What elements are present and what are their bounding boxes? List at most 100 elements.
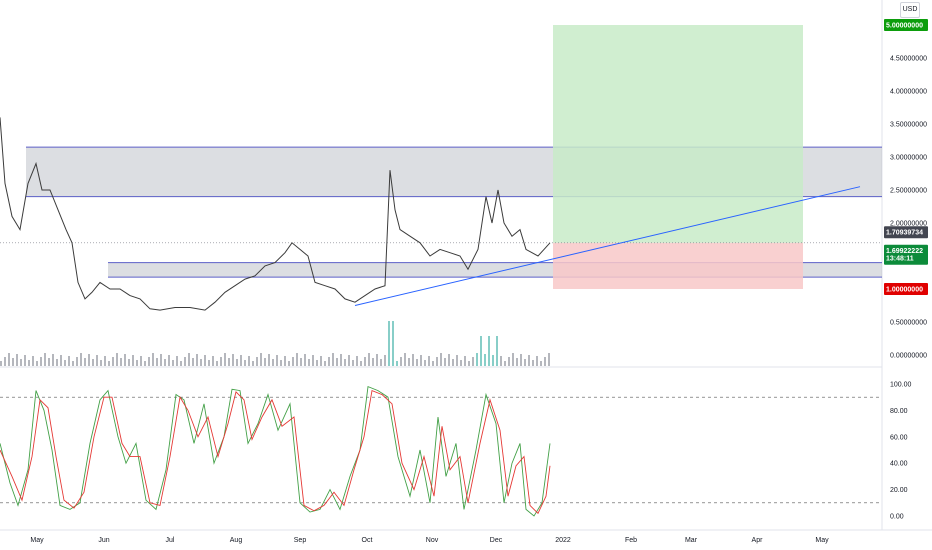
volume-bar bbox=[416, 359, 418, 366]
osc-tick-label: 60.00 bbox=[890, 434, 908, 441]
time-tick-label: May bbox=[815, 537, 829, 544]
volume-bar bbox=[296, 353, 298, 366]
volume-bar bbox=[248, 356, 250, 366]
volume-bar bbox=[108, 361, 110, 366]
volume-bar bbox=[128, 359, 130, 366]
volume-bar bbox=[104, 356, 106, 366]
volume-bar bbox=[528, 355, 530, 366]
target-price-label-bg bbox=[884, 19, 928, 31]
volume-bar bbox=[344, 359, 346, 366]
volume-bar bbox=[264, 358, 266, 366]
volume-bar bbox=[492, 355, 494, 366]
volume-bar bbox=[300, 358, 302, 366]
currency-button[interactable]: USD bbox=[900, 2, 920, 18]
volume-bar bbox=[24, 355, 26, 366]
volume-bar bbox=[272, 359, 274, 366]
time-tick-label: Jun bbox=[98, 537, 109, 544]
volume-bar bbox=[288, 361, 290, 366]
volume-bar bbox=[28, 360, 30, 366]
volume-bar bbox=[280, 360, 282, 366]
price-layer bbox=[0, 117, 861, 311]
osc-tick-label: 20.00 bbox=[890, 487, 908, 494]
volume-bar bbox=[316, 360, 318, 366]
volume-bar bbox=[200, 359, 202, 366]
volume-bar bbox=[308, 359, 310, 366]
volume-bar bbox=[400, 357, 402, 366]
volume-bar bbox=[76, 357, 78, 366]
volume-bar bbox=[384, 355, 386, 366]
volume-bar bbox=[220, 357, 222, 366]
time-tick-label: May bbox=[30, 537, 44, 544]
price-tick-label: 2.00000000 bbox=[890, 221, 927, 228]
close-price-label: 1.69922222 bbox=[886, 248, 923, 255]
volume-bar bbox=[260, 353, 262, 366]
time-tick-label: Jul bbox=[166, 537, 175, 544]
volume-bar bbox=[428, 356, 430, 366]
volume-bar bbox=[312, 355, 314, 366]
volume-bar bbox=[500, 356, 502, 366]
current-price-label-bg bbox=[884, 226, 928, 239]
price-tick-label: 4.50000000 bbox=[890, 56, 927, 63]
volume-bar bbox=[84, 358, 86, 366]
volume-bar bbox=[224, 353, 226, 366]
volume-bar bbox=[540, 361, 542, 366]
volume-bar bbox=[188, 353, 190, 366]
volume-bar bbox=[364, 357, 366, 366]
volume-bar bbox=[372, 358, 374, 366]
volume-bar bbox=[52, 354, 54, 366]
volume-bar bbox=[152, 353, 154, 366]
close-price-label-bg bbox=[884, 244, 928, 265]
volume-bar bbox=[32, 356, 34, 366]
volume-bar bbox=[240, 355, 242, 366]
volume-bar bbox=[512, 353, 514, 366]
volume-bar bbox=[320, 356, 322, 366]
volume-bar bbox=[196, 354, 198, 366]
volume-bar bbox=[148, 357, 150, 366]
volume-bar bbox=[56, 359, 58, 366]
volume-bar bbox=[472, 357, 474, 366]
volume-bar bbox=[180, 361, 182, 366]
volume-bar bbox=[276, 355, 278, 366]
volume-bar bbox=[508, 357, 510, 366]
trendline bbox=[354, 186, 861, 306]
time-tick-label: Feb bbox=[625, 537, 637, 544]
volume-bar bbox=[68, 356, 70, 366]
volume-bar bbox=[0, 361, 2, 366]
volume-bar bbox=[208, 360, 210, 366]
volume-bar bbox=[520, 354, 522, 366]
volume-bar bbox=[340, 354, 342, 366]
volume-bar bbox=[160, 354, 162, 366]
volume-bar bbox=[356, 356, 358, 366]
volume-bar bbox=[48, 358, 50, 366]
stochastic-pane bbox=[0, 386, 882, 517]
volume-bar bbox=[304, 354, 306, 366]
volume-bar bbox=[444, 358, 446, 366]
price-tick-label: 3.00000000 bbox=[890, 155, 927, 162]
time-tick-label: Nov bbox=[426, 537, 439, 544]
price-tick-label: 0.00000000 bbox=[890, 353, 927, 360]
volume-bar bbox=[232, 354, 234, 366]
volume-bar bbox=[468, 361, 470, 366]
volume-bar bbox=[396, 361, 398, 366]
volume-bar bbox=[216, 361, 218, 366]
volume-bar bbox=[44, 353, 46, 366]
volume-bar bbox=[360, 361, 362, 366]
volume-bar bbox=[136, 360, 138, 366]
time-tick-label: Sep bbox=[294, 537, 307, 544]
target-zone bbox=[553, 25, 803, 243]
volume-bar bbox=[124, 354, 126, 366]
volume-bar bbox=[388, 321, 390, 366]
volume-bar bbox=[504, 361, 506, 366]
volume-bar bbox=[164, 359, 166, 366]
volume-bar bbox=[352, 360, 354, 366]
volume-bar bbox=[424, 360, 426, 366]
volume-bar bbox=[476, 353, 478, 366]
volume-bar bbox=[4, 357, 6, 366]
volume-bar bbox=[156, 358, 158, 366]
volume-bar bbox=[252, 361, 254, 366]
stop-price-label-bg bbox=[884, 283, 928, 295]
volume-bar bbox=[244, 360, 246, 366]
drawing-layer bbox=[0, 25, 882, 289]
price-tick-label: 0.50000000 bbox=[890, 320, 927, 327]
